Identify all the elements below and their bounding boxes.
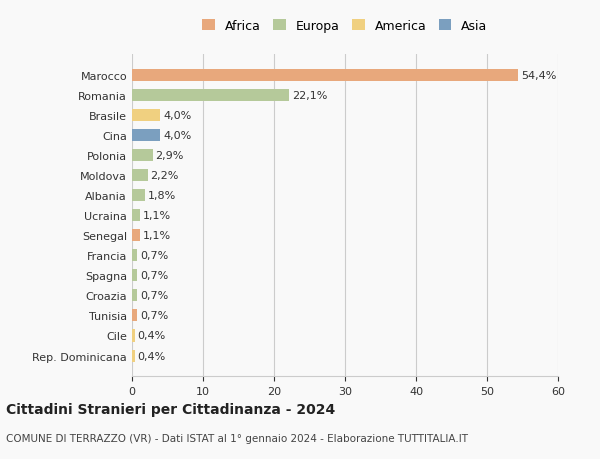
Bar [132, 330, 135, 342]
Text: 22,1%: 22,1% [292, 91, 327, 101]
Bar [132, 270, 137, 282]
Text: 54,4%: 54,4% [521, 71, 556, 81]
Text: 2,2%: 2,2% [151, 171, 179, 181]
Bar [132, 90, 289, 102]
Bar [132, 150, 152, 162]
Text: 2,9%: 2,9% [155, 151, 184, 161]
Bar [132, 290, 137, 302]
Text: 0,4%: 0,4% [137, 331, 166, 341]
Bar [132, 70, 518, 82]
Bar [132, 190, 145, 202]
Text: 0,4%: 0,4% [137, 351, 166, 361]
Legend: Africa, Europa, America, Asia: Africa, Europa, America, Asia [202, 20, 488, 33]
Bar [132, 130, 160, 142]
Text: 4,0%: 4,0% [163, 131, 191, 141]
Text: 4,0%: 4,0% [163, 111, 191, 121]
Text: Cittadini Stranieri per Cittadinanza - 2024: Cittadini Stranieri per Cittadinanza - 2… [6, 402, 335, 416]
Bar [132, 210, 140, 222]
Text: COMUNE DI TERRAZZO (VR) - Dati ISTAT al 1° gennaio 2024 - Elaborazione TUTTITALI: COMUNE DI TERRAZZO (VR) - Dati ISTAT al … [6, 433, 468, 442]
Bar [132, 170, 148, 182]
Bar [132, 350, 135, 362]
Text: 0,7%: 0,7% [140, 251, 168, 261]
Text: 1,1%: 1,1% [143, 211, 171, 221]
Text: 1,1%: 1,1% [143, 231, 171, 241]
Text: 1,8%: 1,8% [148, 191, 176, 201]
Bar [132, 230, 140, 242]
Bar [132, 310, 137, 322]
Text: 0,7%: 0,7% [140, 291, 168, 301]
Text: 0,7%: 0,7% [140, 271, 168, 281]
Bar [132, 110, 160, 122]
Bar [132, 250, 137, 262]
Text: 0,7%: 0,7% [140, 311, 168, 321]
